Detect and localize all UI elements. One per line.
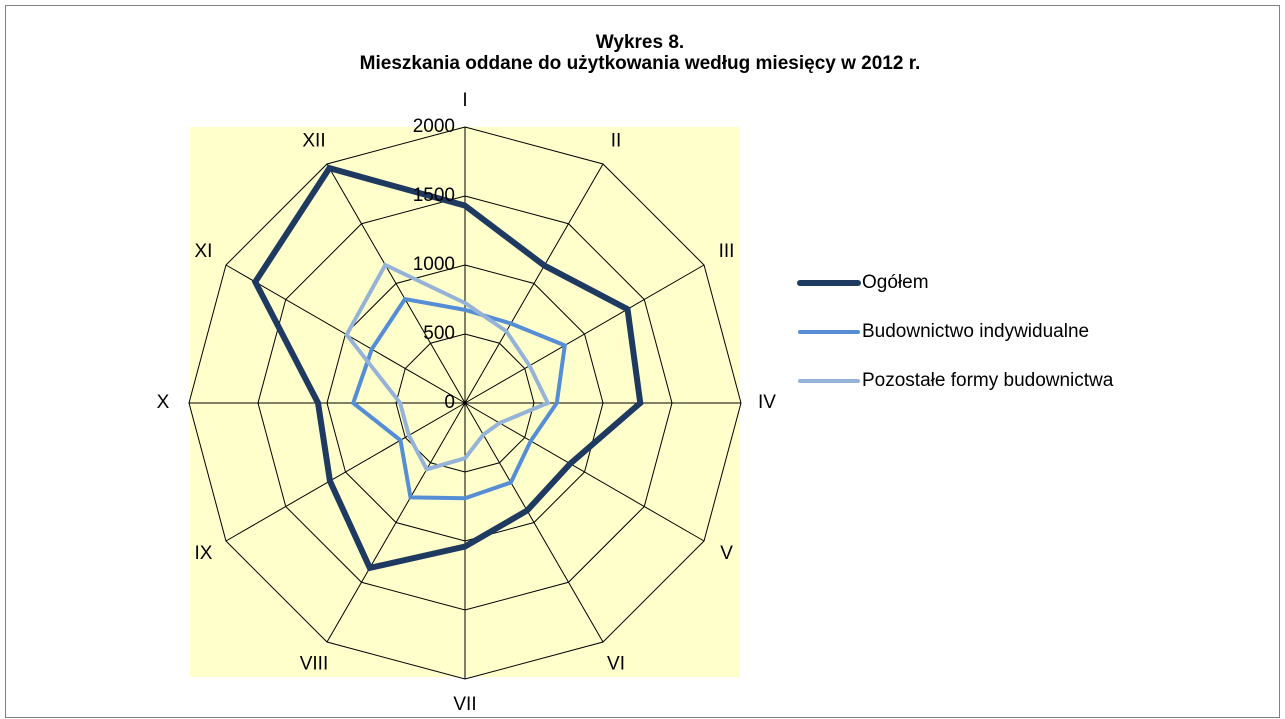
r-tick-label: 1500 <box>413 185 455 206</box>
category-label: II <box>611 130 622 151</box>
spoke <box>464 402 705 542</box>
legend-label: Pozostałe formy budownictwa <box>862 370 1114 391</box>
category-label: IV <box>758 392 776 413</box>
category-label: VI <box>607 654 625 675</box>
spoke <box>326 402 466 643</box>
r-tick-label: 2000 <box>413 116 455 137</box>
series-line <box>251 164 644 572</box>
category-label: XI <box>194 241 212 262</box>
r-tick-label: 1000 <box>413 254 455 275</box>
category-label: III <box>719 241 735 262</box>
spoke <box>464 264 705 404</box>
category-label: V <box>720 543 733 564</box>
spoke <box>225 402 466 542</box>
category-label: VIII <box>300 654 329 675</box>
r-tick-label: 0 <box>444 392 455 413</box>
spoke <box>464 163 604 404</box>
category-label: IX <box>194 543 212 564</box>
legend-label: Budownictwo indywidualne <box>862 321 1089 342</box>
series-line <box>350 296 567 501</box>
chart-title: Wykres 8. <box>596 32 684 53</box>
category-label: VII <box>453 694 476 715</box>
legend-label: Ogółem <box>862 272 929 293</box>
category-label: X <box>157 392 170 413</box>
category-label: XII <box>302 130 325 151</box>
spoke <box>326 163 466 404</box>
series-line <box>344 262 551 472</box>
category-label: I <box>462 90 467 111</box>
r-tick-label: 500 <box>423 323 455 344</box>
chart-subtitle: Mieszkania oddane do użytkowania według … <box>360 53 921 74</box>
spoke <box>464 402 604 643</box>
